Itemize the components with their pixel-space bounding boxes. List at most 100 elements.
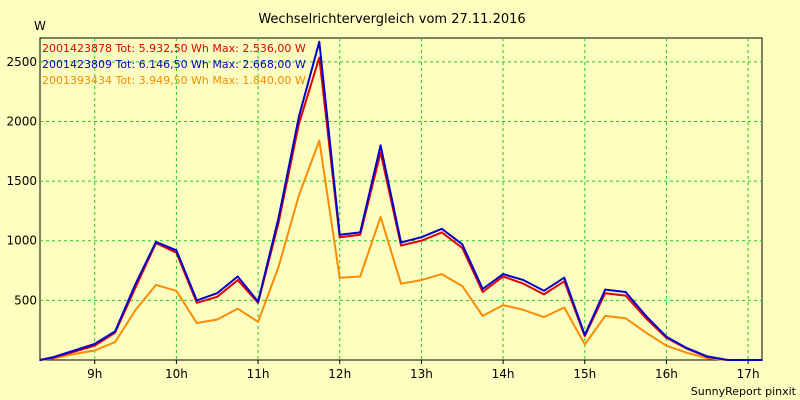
data-point-2001423809 [134, 282, 137, 285]
data-point-2001423878 [645, 317, 647, 320]
data-point-2001393434 [134, 309, 137, 311]
data-point-2001423809 [338, 234, 341, 236]
y-tick-label: 2500 [6, 55, 37, 69]
data-point-2001393434 [257, 321, 259, 323]
chart-title: Wechselrichtervergleich vom 27.11.2016 [258, 12, 525, 27]
grid-layer [40, 38, 762, 360]
data-point-2001423878 [216, 296, 218, 298]
y-tick-label: 1000 [6, 234, 37, 248]
legend-entry-2001423878: 2001423878 Tot: 5.932,50 Wh Max: 2.536,0… [42, 42, 306, 55]
data-point-2001423809 [604, 288, 606, 291]
data-point-2001423809 [318, 41, 321, 43]
data-point-2001393434 [400, 282, 402, 285]
data-point-2001423809 [277, 217, 280, 219]
data-point-2001423809 [502, 273, 504, 275]
data-point-2001423809 [645, 315, 647, 317]
data-point-2001423809 [461, 243, 464, 246]
data-point-2001423809 [155, 241, 157, 243]
x-tick-label: 12h [328, 367, 351, 381]
data-point-2001423878 [196, 302, 198, 304]
y-tick-label: 500 [14, 293, 37, 307]
data-point-2001423809 [441, 228, 443, 230]
data-point-2001423809 [257, 300, 259, 303]
data-point-2001393434 [543, 316, 545, 318]
data-point-2001393434 [93, 349, 96, 352]
data-point-2001423878 [400, 244, 402, 247]
data-point-2001423809 [706, 355, 709, 358]
data-point-2001393434 [645, 331, 647, 334]
data-point-2001423878 [522, 282, 525, 285]
data-point-2001393434 [175, 290, 178, 292]
data-point-2001393434 [155, 284, 157, 286]
y-tick-label: 1500 [6, 174, 37, 188]
data-point-2001393434 [359, 275, 362, 278]
data-point-2001423878 [543, 293, 545, 296]
data-point-2001423809 [39, 359, 41, 361]
credit-text: SunnyReport pinxit [691, 385, 797, 398]
data-point-2001393434 [584, 343, 586, 346]
data-point-2001393434 [481, 315, 484, 317]
data-point-2001423809 [93, 343, 96, 345]
data-point-2001423809 [522, 279, 525, 281]
data-point-2001423878 [441, 231, 443, 234]
data-point-2001423878 [420, 239, 423, 242]
legend-entry-2001423809: 2001423809 Tot: 6.146,50 Wh Max: 2.668,0… [42, 58, 306, 71]
data-point-2001393434 [604, 315, 606, 317]
y-axis-ticks: 500 1000 1500 2000 2500 [6, 55, 37, 308]
data-point-2001423809 [196, 299, 198, 302]
x-tick-label: 9h [87, 367, 102, 381]
x-tick-label: 10h [165, 367, 188, 381]
data-point-2001423809 [73, 349, 76, 352]
x-axis-ticks: 9h 10h 11h 12h 13h 14h 15h 16h 17h [87, 360, 760, 381]
x-tick-label: 11h [247, 367, 270, 381]
data-point-2001423878 [624, 294, 627, 297]
data-point-2001393434 [114, 341, 116, 343]
data-point-2001393434 [686, 352, 688, 354]
data-point-2001423809 [624, 291, 627, 293]
y-tick-label: 2000 [6, 114, 37, 128]
data-point-2001393434 [441, 273, 443, 275]
data-point-2001393434 [563, 306, 566, 309]
x-tick-label: 13h [410, 367, 433, 381]
x-tick-label: 14h [492, 367, 515, 381]
data-point-2001423809 [379, 144, 382, 147]
data-point-2001423878 [359, 234, 362, 236]
data-point-2001423809 [175, 249, 178, 252]
series-layer [39, 40, 763, 361]
data-point-2001423809 [298, 115, 300, 118]
data-point-2001423809 [563, 276, 566, 279]
data-point-2001393434 [379, 216, 382, 218]
data-point-2001423809 [481, 288, 484, 290]
data-point-2001423878 [338, 236, 341, 238]
data-point-2001423809 [420, 236, 423, 238]
data-point-2001423809 [726, 359, 729, 361]
legend: 2001423878 Tot: 5.932,50 Wh Max: 2.536,0… [42, 42, 306, 87]
data-point-2001423878 [502, 275, 504, 278]
x-tick-label: 15h [573, 367, 596, 381]
data-point-2001423878 [318, 56, 321, 59]
data-point-2001423878 [481, 291, 484, 293]
data-point-2001393434 [216, 318, 218, 321]
x-tick-label: 16h [655, 367, 678, 381]
data-point-2001423878 [379, 151, 382, 154]
data-point-2001393434 [624, 317, 627, 320]
plot-frame [39, 37, 763, 361]
data-point-2001423809 [53, 356, 55, 358]
series-line-2001393434 [39, 139, 762, 361]
data-point-2001423878 [93, 344, 96, 347]
legend-entry-2001393434: 2001393434 Tot: 3.949,50 Wh Max: 1.840,0… [42, 74, 306, 87]
data-point-2001393434 [318, 139, 321, 142]
series-line-2001423878 [39, 56, 762, 361]
data-point-2001423809 [114, 330, 116, 333]
x-tick-label: 17h [737, 367, 760, 381]
data-point-2001393434 [461, 285, 464, 287]
data-point-2001423809 [761, 359, 763, 361]
data-point-2001393434 [236, 307, 239, 310]
data-point-2001423809 [236, 275, 239, 278]
data-point-2001423809 [665, 335, 668, 338]
data-point-2001423809 [216, 292, 218, 295]
data-point-2001423809 [584, 334, 586, 336]
data-point-2001423809 [747, 359, 749, 361]
data-point-2001423809 [359, 231, 362, 234]
